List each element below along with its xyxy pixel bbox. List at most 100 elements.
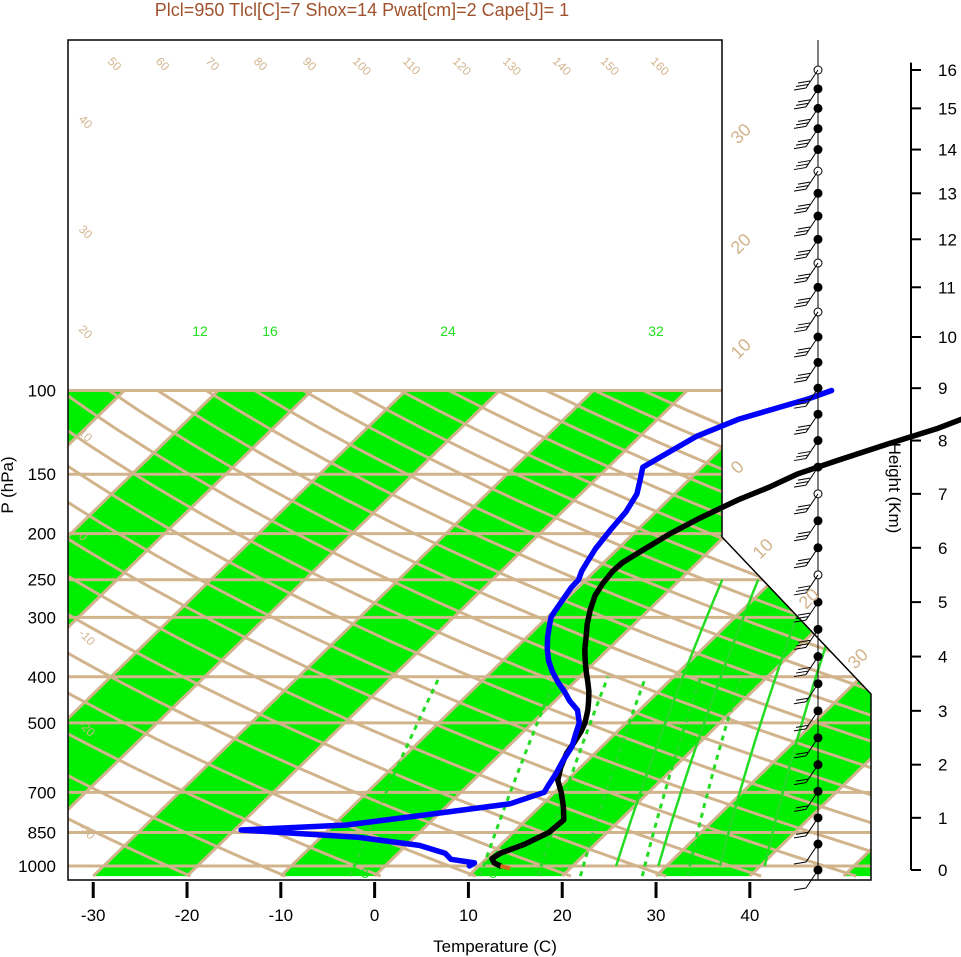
wind-barb-feather <box>797 667 811 671</box>
mixing-ratio-line <box>578 676 648 877</box>
mixing-ratio-label: 32 <box>648 323 664 339</box>
wind-barb-feather <box>797 347 811 351</box>
mixing-ratio-label: 24 <box>440 323 456 339</box>
isotherm-label: 160 <box>648 54 672 78</box>
mixing-ratio-line <box>348 676 441 877</box>
moist-adiabat-line <box>657 579 760 867</box>
height-tick-label: 0 <box>938 861 947 880</box>
temperature-band <box>656 390 871 877</box>
height-tick-label: 12 <box>938 230 957 249</box>
wind-barb-feather <box>793 782 807 786</box>
wind-barb-staff <box>805 440 819 459</box>
adiabat-label: 40 <box>76 112 96 132</box>
wind-barb-feather <box>795 561 809 565</box>
wind-barb-feather <box>793 538 807 542</box>
wind-barb-feather <box>795 207 809 211</box>
adiabat-labels-right: 30 20 10 0 10 20 30 <box>727 120 872 673</box>
wind-barb-staff <box>805 262 819 282</box>
adiabat-label: 20 <box>76 322 96 342</box>
isotherm-line <box>185 389 689 878</box>
wind-barb-feather <box>795 428 809 432</box>
x-axis-label: Temperature (C) <box>433 937 557 956</box>
wind-barb-feather <box>795 325 809 329</box>
temperature-band <box>468 390 871 877</box>
pressure-axis: 100 150 200 250 300 400 500 700 850 1000 <box>18 382 56 876</box>
wind-barb-feather <box>797 639 811 643</box>
wind-barb-feather <box>795 481 809 485</box>
dry-adiabat-line <box>68 389 192 878</box>
wind-barb-staff <box>805 286 819 306</box>
isotherm-line <box>68 389 220 878</box>
temperature-tick-label: 20 <box>553 906 572 925</box>
height-tick-label: 10 <box>938 328 957 347</box>
wind-barb-feather <box>795 253 809 257</box>
wind-barb-feather <box>793 835 807 839</box>
wind-barb-feather <box>795 142 809 146</box>
wind-barb-feather <box>793 431 807 435</box>
y-axis-label: P (hPa) <box>0 456 17 513</box>
wind-barb-feather <box>793 646 807 650</box>
wind-barb-staff <box>805 108 819 127</box>
wind-barb-feather <box>795 588 809 592</box>
isotherm-label: 50 <box>105 54 125 74</box>
mixing-ratio-line <box>686 676 743 877</box>
isotherm-label: 140 <box>550 54 574 78</box>
dry-adiabat-line <box>68 389 857 878</box>
isotherm-line <box>937 391 961 877</box>
wind-barb-feather <box>797 139 811 143</box>
wind-barb-feather <box>793 808 807 812</box>
isotherm-line <box>68 389 126 878</box>
isotherm-line <box>748 389 871 878</box>
wind-barb-feather <box>795 122 809 126</box>
temperature-band <box>93 390 688 877</box>
height-tick-label: 3 <box>938 702 947 721</box>
wind-barb-staff <box>805 336 819 356</box>
mixing-ratio-line <box>640 676 703 877</box>
plot-frame <box>67 39 872 881</box>
dry-adiabat-line <box>156 389 871 878</box>
pressure-tick-label: 200 <box>28 525 56 544</box>
wind-profile <box>793 40 823 891</box>
wind-barb-staff <box>805 520 819 540</box>
wind-barb-staff <box>805 88 819 108</box>
pressure-tick-label: 150 <box>28 465 56 484</box>
adiabat-label-right: 30 <box>727 120 755 148</box>
isotherm-line <box>68 389 501 878</box>
mixing-ratio-label: 8 <box>489 865 497 881</box>
height-tick-label: 15 <box>938 99 957 118</box>
pressure-tick-label: 700 <box>28 783 56 802</box>
wind-barb-feather <box>793 329 807 333</box>
moist-adiabat-line <box>718 579 812 867</box>
wind-barb-feather <box>793 188 807 192</box>
wind-barb-feather <box>793 210 807 214</box>
wind-barb-feather <box>797 99 811 103</box>
dry-adiabat-line <box>68 389 572 878</box>
wind-barb-feather <box>795 778 809 782</box>
dry-adiabat-line <box>302 389 871 878</box>
wind-barb-feather <box>797 504 811 508</box>
wind-barb-feather <box>793 106 807 110</box>
wind-barb-staff <box>805 869 819 889</box>
wind-barb-staff <box>805 843 819 863</box>
wind-barb-feather <box>795 670 809 674</box>
wind-barb-feather <box>797 398 811 402</box>
wind-barb-staff <box>805 170 819 190</box>
wind-barb-feather <box>793 861 807 865</box>
temperature-profile <box>489 416 961 869</box>
temperature-tick-label: -20 <box>175 906 200 925</box>
isotherm-label: 130 <box>500 54 524 78</box>
wind-barb-feather <box>797 118 811 122</box>
mixing-ratio-lines: 12 16 24 32 3 8 <box>192 323 850 881</box>
height-tick-label: 14 <box>938 141 957 160</box>
wind-barb-feather <box>797 181 811 185</box>
height-tick-label: 1 <box>938 809 947 828</box>
pressure-tick-label: 850 <box>28 823 56 842</box>
wind-barb-feather <box>793 701 807 705</box>
moist-adiabat-line <box>763 579 850 867</box>
isotherm-label: 120 <box>450 54 474 78</box>
dry-adiabat-line <box>68 389 871 878</box>
adiabat-label: 30 <box>76 222 96 242</box>
height-tick-label: 8 <box>938 432 947 451</box>
